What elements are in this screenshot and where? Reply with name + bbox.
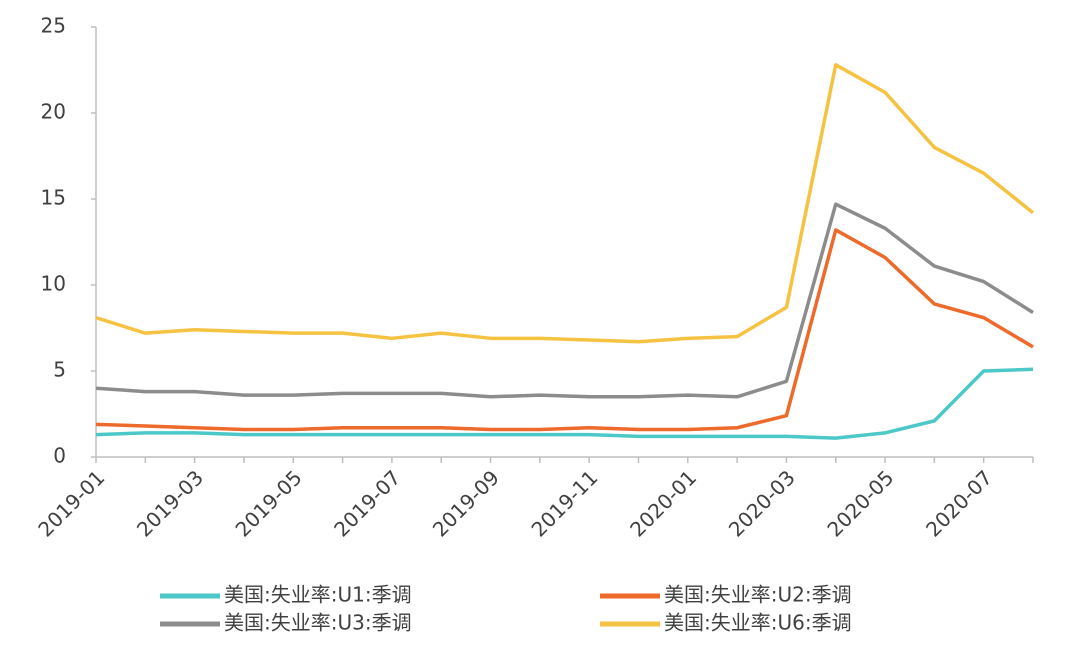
series-line <box>95 202 1034 399</box>
series-line <box>95 228 1034 432</box>
y-tick-label: 15 <box>41 186 66 210</box>
legend-label: 美国:失业率:U2:季调 <box>664 583 852 607</box>
legend-label: 美国:失业率:U3:季调 <box>224 611 412 635</box>
x-tick-label: 2019-03 <box>132 465 208 541</box>
legend-label: 美国:失业率:U6:季调 <box>664 611 852 635</box>
x-tick-label: 2020-03 <box>724 465 800 541</box>
y-tick-label: 25 <box>41 14 66 38</box>
y-tick-label: 0 <box>53 444 66 468</box>
x-tick-label: 2019-07 <box>329 465 405 541</box>
x-tick-label: 2019-09 <box>428 465 504 541</box>
series-line <box>95 367 1034 440</box>
x-tick-label: 2020-01 <box>625 465 701 541</box>
y-tick-label: 10 <box>41 272 66 296</box>
x-tick-label: 2019-11 <box>527 465 603 541</box>
y-tick-label: 5 <box>53 358 66 382</box>
series-line <box>95 63 1035 344</box>
x-tick-label: 2020-07 <box>921 465 997 541</box>
x-tick-label: 2020-05 <box>822 465 898 541</box>
x-tick-label: 2019-01 <box>33 465 109 541</box>
x-tick-label: 2019-05 <box>231 465 307 541</box>
legend-label: 美国:失业率:U1:季调 <box>224 583 412 607</box>
y-tick-label: 20 <box>41 100 66 124</box>
